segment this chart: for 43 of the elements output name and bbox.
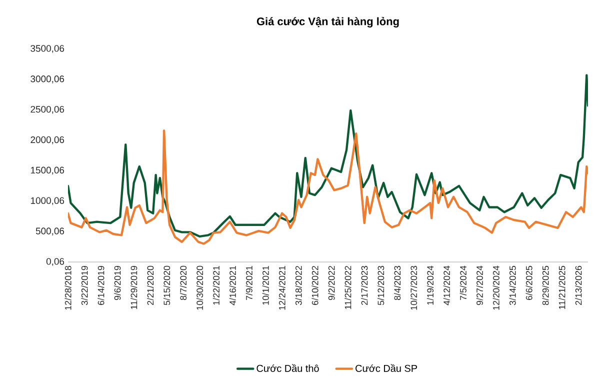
x-tick-label: 4/12/2024 <box>443 266 450 306</box>
x-tick-label: 10/30/2020 <box>196 266 204 310</box>
x-tick-label: 12/24/2021 <box>278 266 286 310</box>
x-tick-label: 7/9/2021 <box>246 266 252 300</box>
y-tick-label: 1500,06 <box>30 166 64 175</box>
x-tick-label: 4/16/2021 <box>229 266 236 306</box>
x-tick-label: 11/21/2025 <box>558 266 566 310</box>
y-tick-label: 500,06 <box>36 228 64 236</box>
x-tick-label: 9/2/2022 <box>328 266 335 300</box>
x-tick-label: 2/13/2026 <box>575 266 582 305</box>
x-tick-label: 7/5/2024 <box>460 266 466 300</box>
x-tick-label: 5/15/2020 <box>163 266 170 306</box>
x-tick-label: 5/12/2023 <box>378 266 384 306</box>
x-tick-label: 11/25/2022 <box>344 266 352 310</box>
x-tick-label: 3/18/2022 <box>295 266 302 306</box>
x-tick-label: 12/28/2018 <box>64 266 72 310</box>
x-tick-label: 8/29/2025 <box>542 266 549 306</box>
x-tick-label: 8/4/2023 <box>394 266 401 300</box>
chart-title: Giá cước Vận tải hàng lỏng <box>256 16 399 28</box>
x-tick-label: 11/29/2019 <box>130 266 138 310</box>
y-tick-label: 2500,06 <box>30 106 64 114</box>
x-tick-label: 1/22/2021 <box>212 266 220 305</box>
x-tick-label: 9/27/2024 <box>476 266 483 305</box>
y-tick-label: 3500,06 <box>30 45 64 53</box>
y-tick-label: 3000,06 <box>30 76 64 84</box>
x-tick-label: 3/14/2025 <box>509 266 516 306</box>
x-tick-label: 1/19/2024 <box>426 266 434 305</box>
x-tick-label: 6/6/2025 <box>526 266 532 300</box>
legend-label: Cước Dầu SP <box>356 364 417 372</box>
x-tick-label: 12/20/2024 <box>492 266 500 310</box>
x-tick-label: 2/21/2020 <box>147 266 154 305</box>
y-tick-label: 2000,06 <box>30 136 64 144</box>
y-tick-label: 0,06 <box>46 258 64 266</box>
x-tick-label: 10/1/2021 <box>262 266 269 305</box>
x-tick-label: 3/22/2019 <box>81 266 88 306</box>
x-tick-label: 9/6/2019 <box>114 266 121 300</box>
x-tick-label: 2/17/2023 <box>361 266 368 305</box>
x-tick-label: 6/14/2019 <box>98 266 104 305</box>
x-tick-label: 10/27/2023 <box>410 266 418 310</box>
x-tick-label: 8/7/2020 <box>180 266 187 300</box>
x-tick-label: 6/10/2022 <box>312 266 318 305</box>
legend-label: Cước Dầu thô <box>256 364 319 372</box>
y-tick-label: 1000,06 <box>30 197 64 206</box>
